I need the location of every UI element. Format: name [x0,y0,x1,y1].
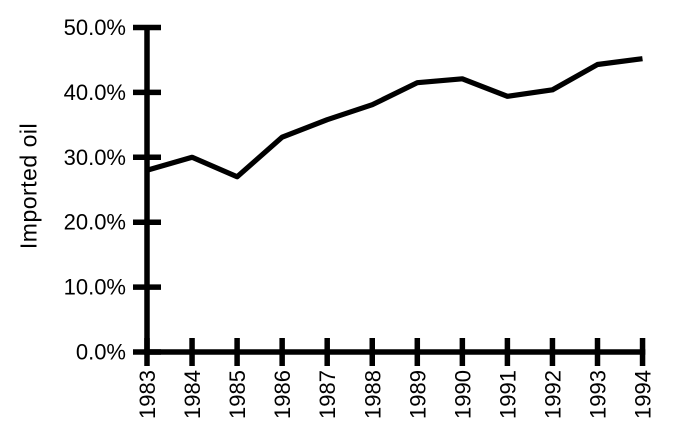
y-tick-label: 50.0% [64,15,126,40]
y-tick-label: 40.0% [64,80,126,105]
series-line [146,56,643,180]
x-tick-label: 1991 [495,370,520,419]
y-tick-label: 10.0% [64,275,126,300]
x-tick-label: 1990 [450,370,475,419]
x-tick-label: 1985 [225,370,250,419]
x-tick-label: 1984 [180,370,205,419]
y-tick-label: 0.0% [76,340,126,365]
x-tick-label: 1983 [135,370,160,419]
y-axis-title: Imported oil [15,122,42,250]
x-tick-label: 1992 [540,370,565,419]
y-tick-label: 20.0% [64,210,126,235]
x-tick-label: 1988 [360,370,385,419]
x-tick-label: 1987 [315,370,340,419]
x-tick-label: 1994 [631,370,656,419]
y-tick-label: 30.0% [64,145,126,170]
x-tick-label: 1989 [405,370,430,419]
x-tick-label: 1986 [270,370,295,419]
x-tick-label: 1993 [586,370,611,419]
